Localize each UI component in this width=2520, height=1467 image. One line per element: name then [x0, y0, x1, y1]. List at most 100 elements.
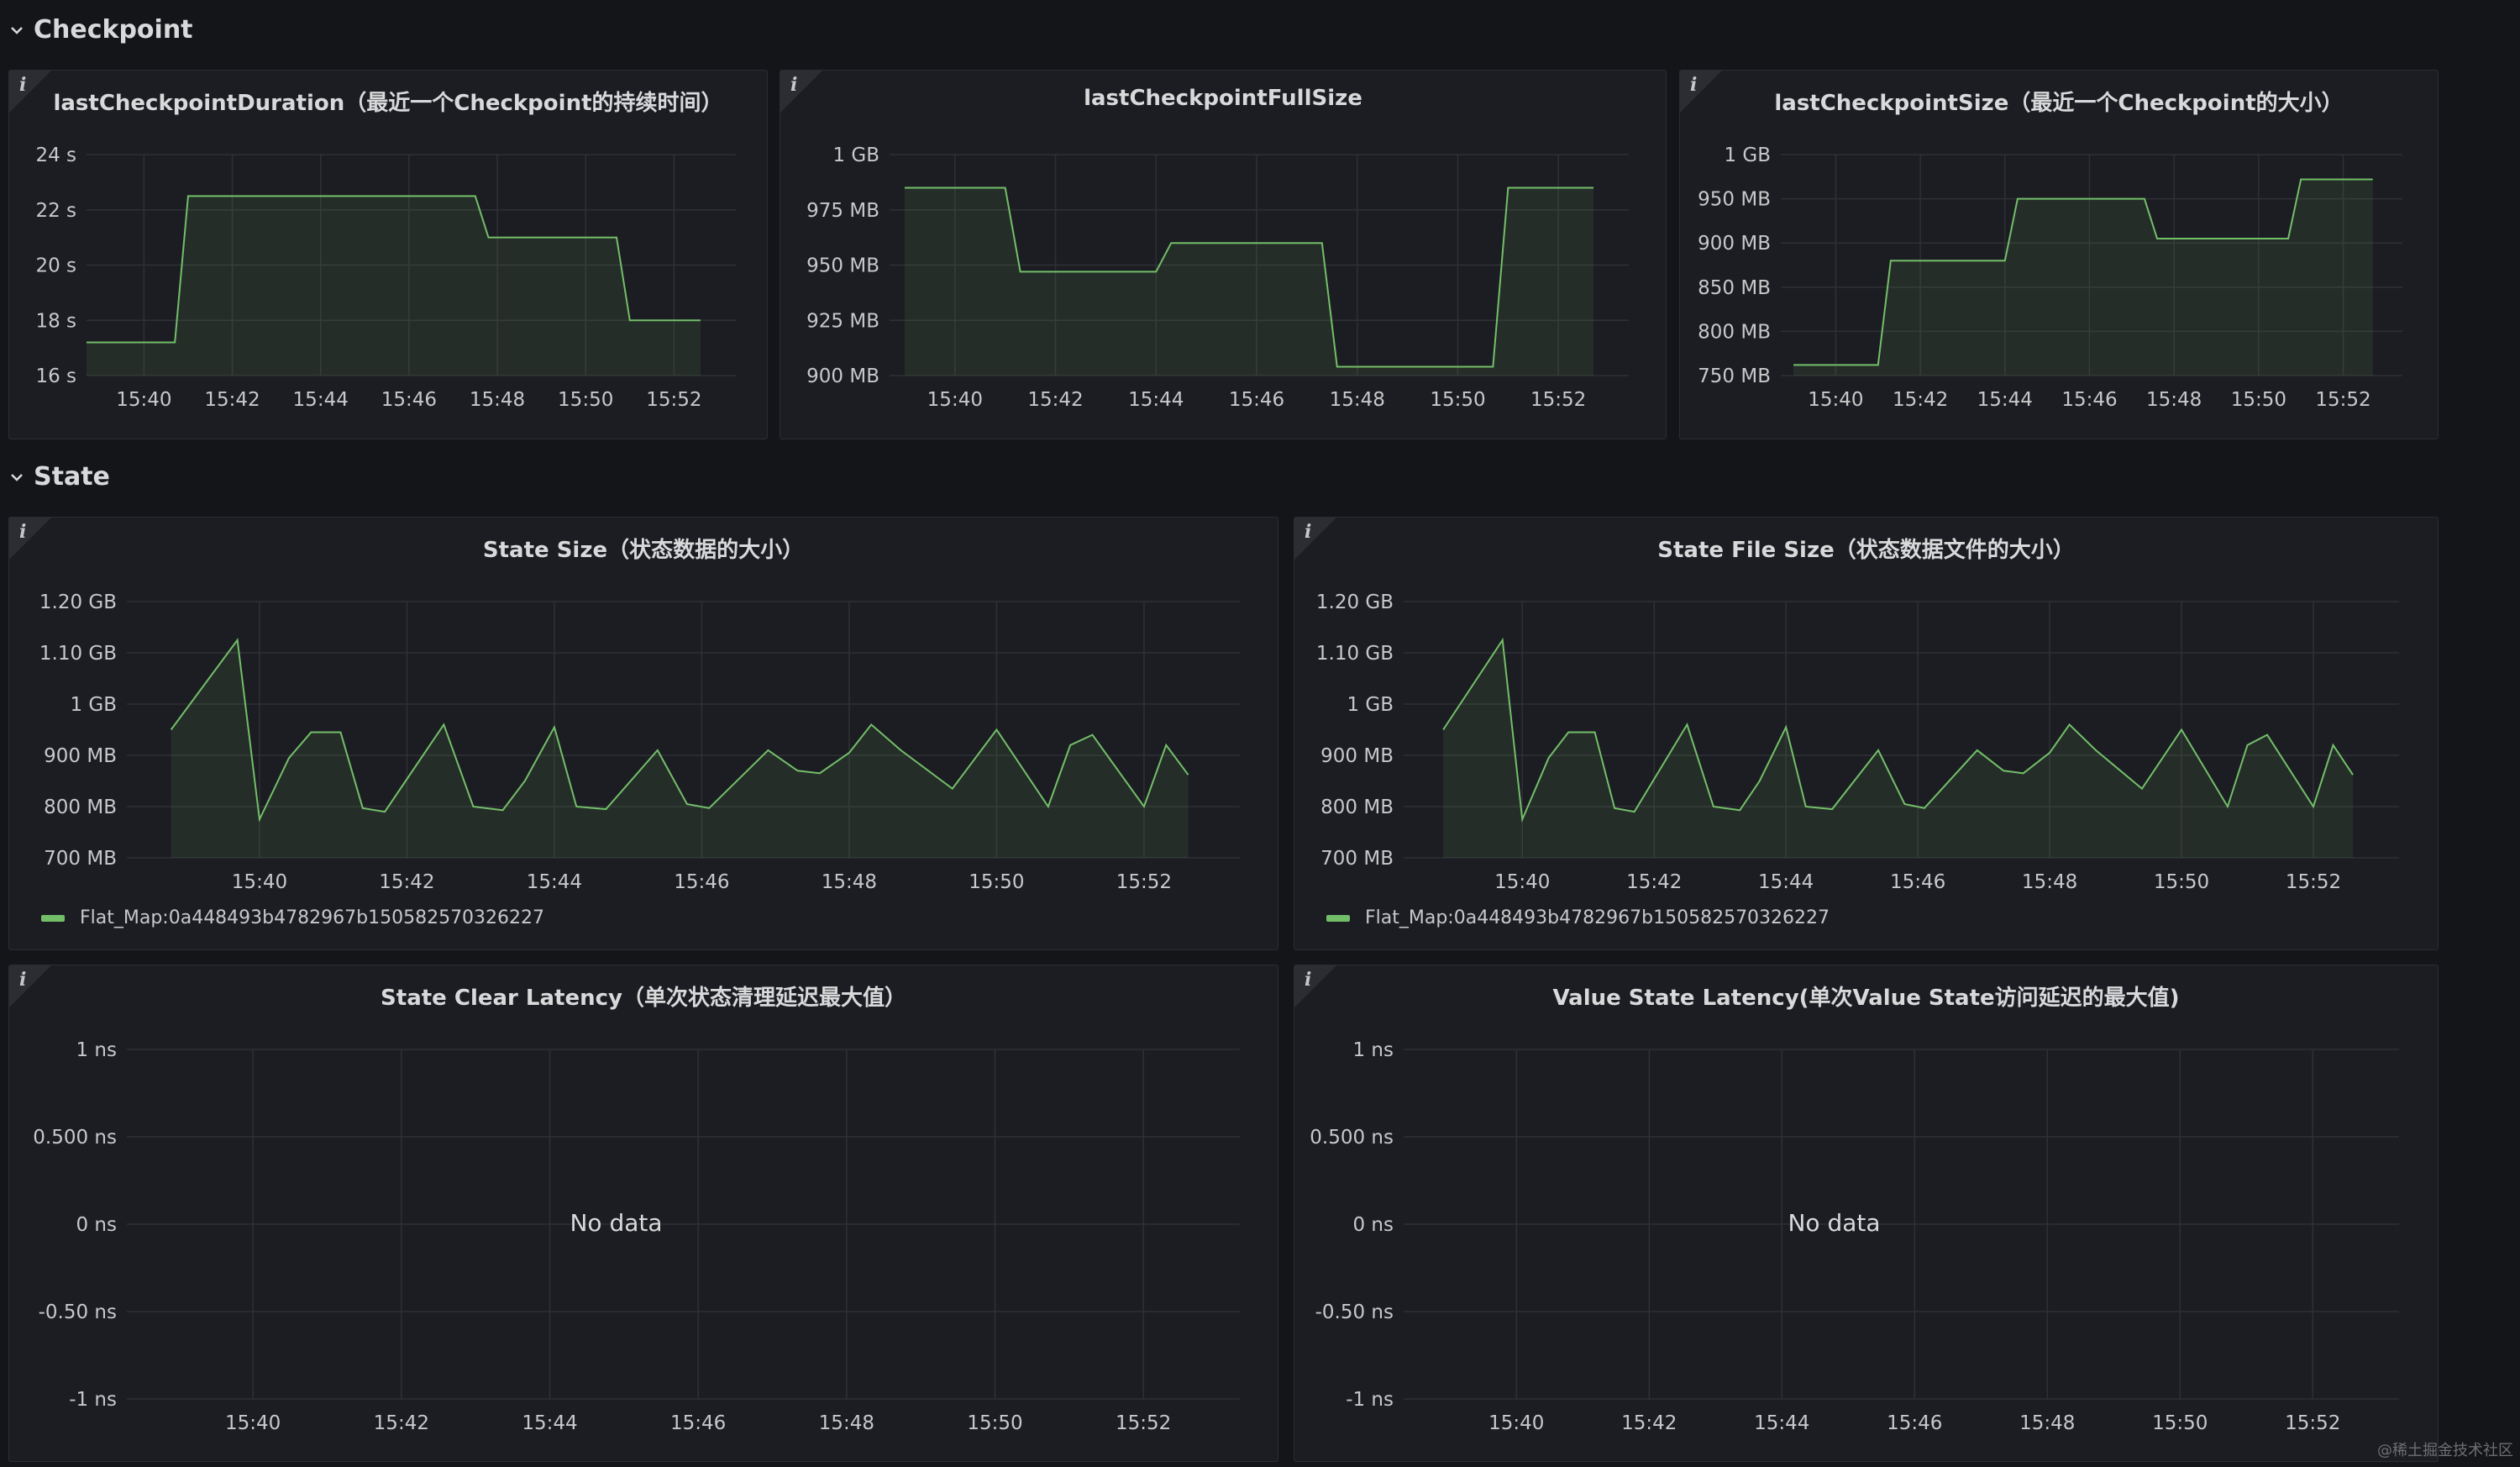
info-icon[interactable]: i: [790, 74, 798, 96]
panel-last-checkpoint-full-size[interactable]: i lastCheckpointFullSize 1 GB 975 MB 950 M…: [780, 70, 1667, 439]
y-tick-label: 1.10 GB: [1316, 643, 1394, 665]
x-tick-label: 15:48: [1330, 389, 1385, 411]
x-tick-label: 15:44: [527, 871, 582, 893]
series-area: [1443, 639, 2354, 858]
y-tick-label: 16 s: [35, 365, 76, 387]
panel-title[interactable]: Value State Latency(单次Value State访问延迟的最大…: [1552, 986, 2180, 1011]
x-tick-label: 15:52: [1116, 871, 1172, 893]
panel-title[interactable]: State Size（状态数据的大小）: [482, 538, 805, 563]
legend-item[interactable]: Flat_Map:0a448493b4782967b15058257032622…: [1326, 907, 1830, 928]
info-icon[interactable]: i: [1305, 521, 1312, 543]
y-tick-label: 0.500 ns: [33, 1127, 117, 1149]
x-tick-label: 15:50: [2154, 871, 2209, 893]
series-line[interactable]: [1442, 637, 2354, 823]
panel-last-checkpoint-size[interactable]: i lastCheckpointSize（最近一个Checkpoint的大小） …: [1679, 70, 2439, 439]
y-tick-label: 800 MB: [44, 797, 117, 818]
x-tick-label: 15:42: [204, 389, 260, 411]
y-tick-label: 1.10 GB: [39, 643, 117, 665]
y-tick-label: 900 MB: [806, 365, 879, 387]
row-checkpoint[interactable]: Checkpoint: [8, 15, 193, 45]
x-tick-label: 15:48: [2022, 871, 2077, 893]
chevron-down-icon[interactable]: [8, 22, 25, 39]
y-tick-label: 800 MB: [1320, 797, 1394, 818]
y-tick-label: 900 MB: [1320, 745, 1394, 767]
x-tick-label: 15:46: [381, 389, 437, 411]
chevron-down-icon[interactable]: [8, 469, 25, 486]
x-tick-label: 15:48: [2146, 389, 2202, 411]
series-line[interactable]: [170, 638, 1189, 823]
x-tick-label: 15:42: [379, 871, 434, 893]
x-tick-label: 15:40: [927, 389, 983, 411]
y-tick-label: 22 s: [35, 200, 76, 222]
x-tick-label: 15:42: [1893, 389, 1948, 411]
legend-label: Flat_Map:0a448493b4782967b15058257032622…: [80, 907, 545, 928]
info-icon[interactable]: i: [19, 521, 27, 543]
panel-title[interactable]: State Clear Latency（单次状态清理延迟最大值）: [381, 986, 906, 1011]
x-tick-label: 15:52: [1116, 1412, 1171, 1434]
y-tick-label: 1 ns: [76, 1039, 117, 1061]
y-tick-label: 950 MB: [1698, 189, 1771, 211]
x-tick-label: 15:50: [969, 871, 1024, 893]
x-tick-label: 15:48: [819, 1412, 874, 1434]
y-tick-label: 0 ns: [1352, 1214, 1394, 1236]
x-tick-label: 15:50: [558, 389, 613, 411]
x-tick-label: 15:48: [2019, 1412, 2075, 1434]
x-tick-label: 15:46: [674, 871, 729, 893]
x-tick-label: 15:52: [646, 389, 701, 411]
y-tick-label: 20 s: [35, 255, 76, 277]
panel-value-state-latency[interactable]: i Value State Latency(单次Value State访问延迟的…: [1294, 965, 2439, 1462]
panel-last-checkpoint-duration[interactable]: i lastCheckpointDuration（最近一个Checkpoint的…: [8, 70, 768, 439]
x-tick-label: 15:44: [293, 389, 349, 411]
x-tick-label: 15:46: [2061, 389, 2117, 411]
chart-state-file-size: 1.20 GB 1.10 GB 1 GB 900 MB 800 MB 700 MB 15:4…: [1316, 592, 2399, 893]
y-tick-label: 800 MB: [1698, 321, 1771, 343]
series-line[interactable]: [87, 195, 701, 344]
x-tick-label: 15:44: [1758, 871, 1814, 893]
no-data-label: No data: [570, 1209, 662, 1237]
row-state[interactable]: State: [8, 462, 110, 492]
chart-value-state-latency: 1 ns 0.500 ns 0 ns -0.50 ns -1 ns 15:40 15:42 1…: [1310, 1039, 2399, 1434]
info-icon[interactable]: i: [1690, 74, 1698, 96]
x-tick-label: 15:50: [967, 1412, 1022, 1434]
y-tick-label: 975 MB: [806, 200, 879, 222]
y-tick-label: 1.20 GB: [39, 592, 117, 613]
series-area: [87, 196, 701, 376]
y-tick-label: -1 ns: [1346, 1389, 1394, 1411]
legend-swatch: [1326, 914, 1350, 922]
chart-state-size: 1.20 GB 1.10 GB 1 GB 900 MB 800 MB 700 MB 15:4…: [39, 592, 1240, 893]
legend-item[interactable]: Flat_Map:0a448493b4782967b15058257032622…: [41, 907, 544, 928]
row-title-checkpoint: Checkpoint: [34, 15, 193, 45]
panel-title[interactable]: lastCheckpointDuration（最近一个Checkpoint的持续…: [53, 91, 723, 116]
chart-last-checkpoint-size: 1 GB 950 MB 900 MB 850 MB 800 MB 750 MB 15:40 1…: [1698, 145, 2402, 411]
panel-title[interactable]: lastCheckpointSize（最近一个Checkpoint的大小）: [1774, 91, 2344, 116]
info-icon[interactable]: i: [19, 74, 27, 96]
x-tick-label: 15:40: [232, 871, 287, 893]
y-tick-label: 1 GB: [832, 145, 879, 166]
x-tick-label: 15:44: [1754, 1412, 1809, 1434]
series-line[interactable]: [904, 187, 1594, 368]
y-tick-label: 1 GB: [1347, 694, 1394, 716]
panel-state-clear-latency[interactable]: i State Clear Latency（单次状态清理延迟最大值） 1 ns 0…: [8, 965, 1278, 1462]
info-icon[interactable]: i: [1305, 969, 1312, 991]
x-tick-label: 15:42: [1621, 1412, 1677, 1434]
series-area: [904, 187, 1594, 376]
x-tick-label: 15:42: [1027, 389, 1083, 411]
panel-state-file-size[interactable]: i State File Size（状态数据文件的大小） 1.20 GB 1.10…: [1294, 517, 2439, 950]
series-line[interactable]: [1793, 178, 2373, 366]
x-tick-label: 15:46: [670, 1412, 726, 1434]
panel-title[interactable]: lastCheckpointFullSize: [1084, 86, 1362, 111]
y-tick-label: 0.500 ns: [1310, 1127, 1394, 1149]
y-tick-label: 1 GB: [1724, 145, 1771, 166]
series-area: [171, 639, 1189, 858]
panel-state-size[interactable]: i State Size（状态数据的大小） 1.20 GB 1.10 GB 1 GB…: [8, 517, 1278, 950]
chart-last-checkpoint-duration: 24 s 22 s 20 s 18 s 16 s 15:40 15:42 15:44 15:46…: [35, 145, 736, 411]
x-tick-label: 15:46: [1890, 871, 1945, 893]
info-icon[interactable]: i: [19, 969, 27, 991]
panel-title[interactable]: State File Size（状态数据文件的大小）: [1657, 538, 2075, 563]
x-tick-label: 15:52: [2286, 871, 2341, 893]
series-area: [1793, 179, 2373, 376]
x-tick-label: 15:40: [1808, 389, 1863, 411]
x-tick-label: 15:44: [1977, 389, 2033, 411]
y-tick-label: 24 s: [35, 145, 76, 166]
